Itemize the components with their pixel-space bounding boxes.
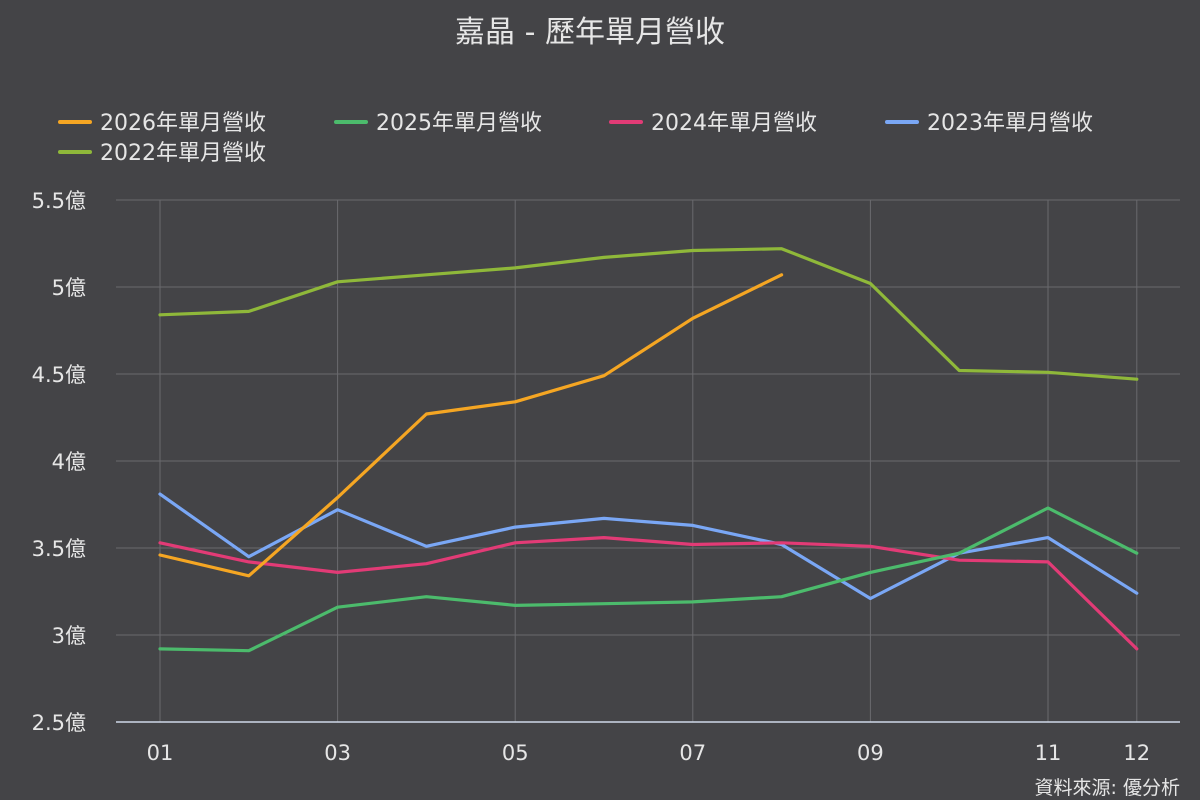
x-tick-label: 03 [324,741,351,765]
x-tick-label: 07 [679,741,706,765]
y-tick-label: 2.5億 [32,711,86,735]
plot-area [158,247,1139,653]
legend-label: 2023年單月營收 [927,111,1093,136]
y-tick-label: 3.5億 [32,537,86,561]
legend-label: 2024年單月營收 [651,111,817,136]
legend-label: 2025年單月營收 [376,111,542,136]
legend-item: 2024年單月營收 [609,111,817,136]
legend-label: 2026年單月營收 [100,111,266,136]
x-tick-label: 01 [147,741,174,765]
chart-title: 嘉晶 - 歷年單月營收 [455,15,725,50]
legend-item: 2022年單月營收 [58,141,266,166]
legend-item: 2025年單月營收 [334,111,542,136]
y-axis: 2.5億 3億 3.5億 4億 4.5億 5億 5.5億 [32,189,86,735]
x-tick-label: 11 [1035,741,1062,765]
chart-grid [116,199,1180,723]
series-line [158,506,1139,653]
chart-legend: 2026年單月營收 2025年單月營收 2024年單月營收 2023年單月營收 2022… [58,111,1093,166]
y-tick-label: 5.5億 [32,189,86,213]
x-tick-label: 12 [1123,741,1150,765]
series-line [158,535,1139,651]
x-axis: 01 03 05 07 09 11 12 [147,741,1151,765]
series-line [158,273,784,578]
series-line [158,247,1139,381]
series-line [158,492,1139,601]
source-label: 資料來源: 優分析 [1035,777,1180,799]
legend-item: 2023年單月營收 [885,111,1093,136]
y-tick-label: 5億 [52,276,86,300]
legend-label: 2022年單月營收 [100,141,266,166]
y-tick-label: 4.5億 [32,363,86,387]
legend-item: 2026年單月營收 [58,111,266,136]
x-tick-label: 09 [857,741,884,765]
y-tick-label: 3億 [52,624,86,648]
x-tick-label: 05 [502,741,529,765]
y-tick-label: 4億 [52,450,86,474]
